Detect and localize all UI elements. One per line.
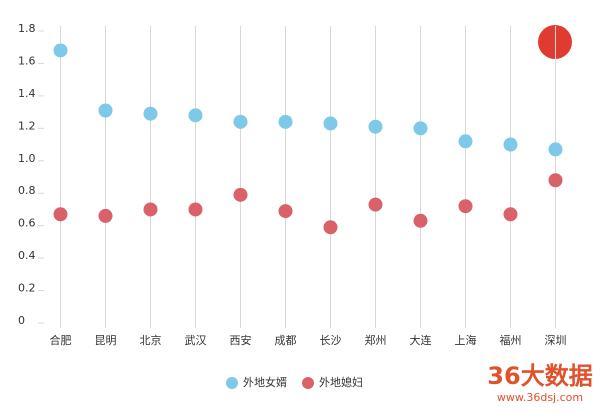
x-tick-label: 成都 [275,334,297,347]
x-tick-label: 郑州 [365,333,387,347]
y-tick-label: 0.6 [18,217,36,230]
dot [368,119,383,134]
x-tick-label: 福州 [500,333,522,347]
y-tick-label: 0.8 [18,184,36,197]
legend-label: 外地媳妇 [319,375,363,389]
y-tick-label: 0 [18,314,25,327]
dot [278,204,293,219]
x-tick-label: 昆明 [95,334,117,347]
legend-marker [226,377,238,389]
dot [548,142,563,157]
dot [323,220,338,235]
dot [188,108,203,123]
dot [503,137,518,152]
y-tick-label: 1.0 [18,152,36,165]
dot [143,202,158,217]
dot [53,207,68,222]
x-tick-label: 北京 [140,333,162,347]
dot [98,208,113,223]
dot [53,43,68,58]
dot [413,121,428,136]
dot [503,207,518,222]
dot [323,116,338,131]
y-tick-label: 0.4 [18,249,36,262]
dot [233,114,248,129]
y-tick-label: 1.2 [18,119,36,132]
x-tick-label: 长沙 [320,334,342,347]
x-tick-label: 深圳 [545,334,567,347]
y-tick-label: 1.8 [18,22,36,35]
x-tick-label: 大连 [410,333,432,347]
y-tick-label: 1.6 [18,54,36,67]
y-tick-label: 1.4 [18,87,36,100]
dot [233,187,248,202]
x-tick-label: 合肥 [50,333,72,347]
legend-marker [302,377,314,389]
dot [458,134,473,149]
dot [458,199,473,214]
dot [188,202,203,217]
dot [143,106,158,121]
y-tick-label: 0.2 [18,282,36,295]
x-tick-label: 西安 [230,333,252,347]
dot [98,103,113,118]
x-tick-label: 上海 [455,333,477,347]
watermark-url: www.36dsj.com [497,391,583,404]
dot [368,197,383,212]
dot [278,114,293,129]
watermark-brand: 36大数据 [487,362,592,390]
dot [413,213,428,228]
dot [548,173,563,188]
x-tick-label: 武汉 [185,334,207,347]
legend-label: 外地女婿 [243,375,287,389]
